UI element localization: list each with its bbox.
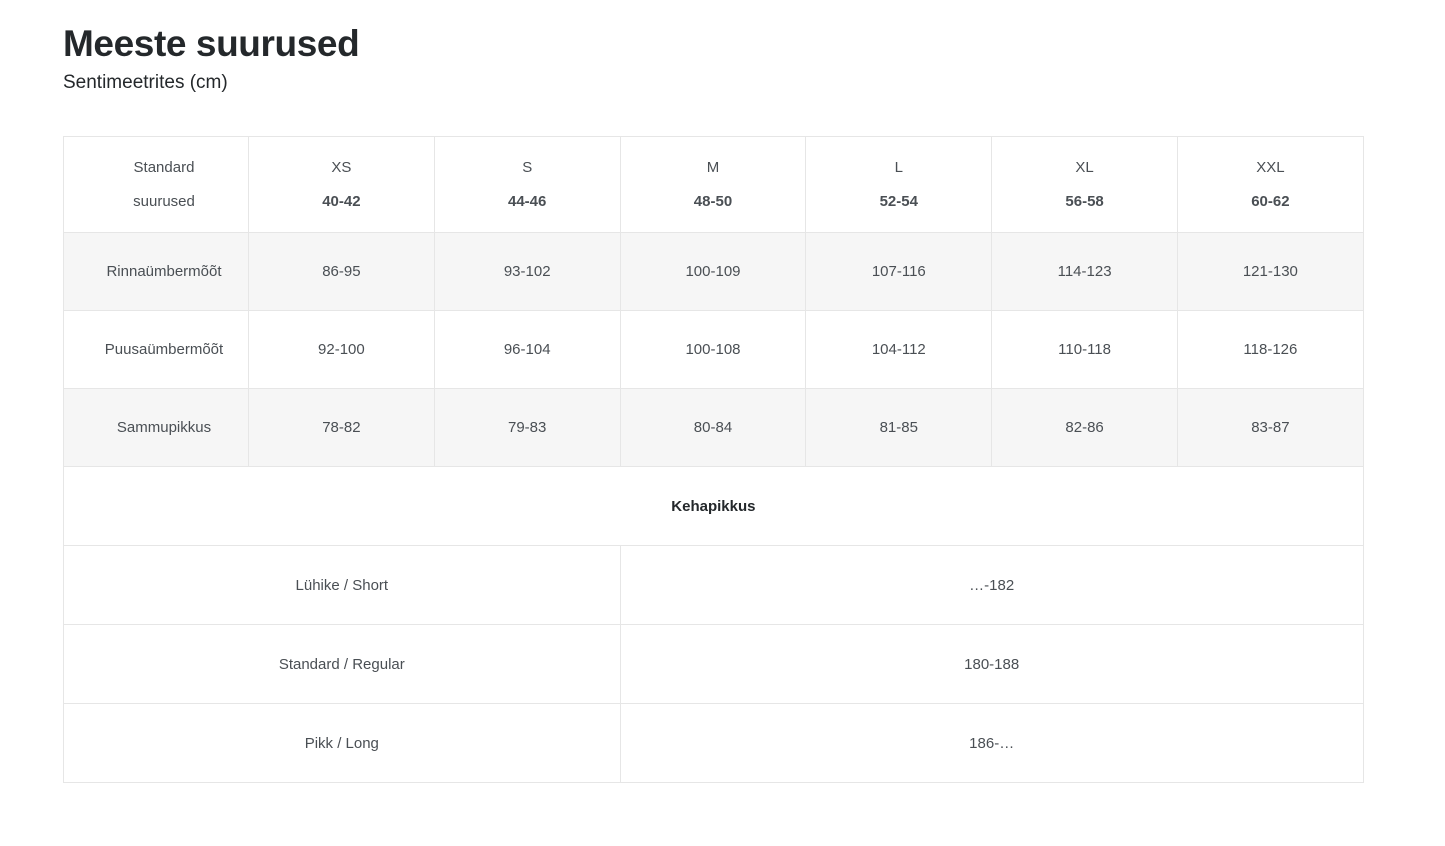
cell-hip-xs: 92-100: [248, 310, 435, 389]
size-numeric-xl: 56-58: [1065, 192, 1104, 210]
cell-inseam-xl: 82-86: [991, 388, 1178, 467]
header-cell-standard-sizes: Standard suurused: [63, 136, 249, 233]
cell-chest-l: 107-116: [805, 232, 993, 311]
size-name-xxl: XXL: [1256, 158, 1285, 176]
cell-value-short: …-182: [619, 545, 1364, 625]
row-label-hip: Puusaümbermõõt: [63, 310, 249, 389]
page-title: Meeste suurused: [63, 23, 360, 64]
cell-hip-xxl: 118-126: [1176, 310, 1364, 389]
table-row: Sammupikkus 78-82 79-83 80-84 81-85 82-8…: [63, 388, 1364, 467]
size-numeric-m: 48-50: [693, 192, 733, 210]
size-numeric-xxl: 60-62: [1251, 192, 1290, 210]
size-name-s: S: [522, 158, 533, 176]
row-label-inseam: Sammupikkus: [63, 388, 249, 467]
header-cell-size-l: L 52-54: [805, 136, 993, 233]
section-title-body-length: Kehapikkus: [63, 466, 1364, 546]
table-header-row: Standard suurused XS 40-42 S 44-46 M 48-…: [63, 136, 1364, 233]
table-row: Pikk / Long 186-…: [63, 703, 1364, 783]
header-cell-size-xxl: XXL 60-62: [1176, 136, 1364, 233]
cell-inseam-s: 79-83: [433, 388, 621, 467]
size-name-xl: XL: [1075, 158, 1094, 176]
header-cell-size-xs: XS 40-42: [248, 136, 435, 233]
header-cell-size-s: S 44-46: [433, 136, 621, 233]
size-numeric-s: 44-46: [508, 192, 547, 210]
table-row: Standard / Regular 180-188: [63, 624, 1364, 704]
cell-chest-s: 93-102: [433, 232, 621, 311]
size-chart-table: Standard suurused XS 40-42 S 44-46 M 48-…: [63, 136, 1364, 783]
cell-inseam-xxl: 83-87: [1176, 388, 1364, 467]
cell-chest-xs: 86-95: [248, 232, 435, 311]
header-cell-size-xl: XL 56-58: [991, 136, 1178, 233]
size-name-xs: XS: [331, 158, 352, 176]
header-label-line2: suurused: [133, 192, 195, 210]
header-label-line1: Standard: [133, 158, 195, 176]
size-name-l: L: [894, 158, 903, 176]
row-label-regular: Standard / Regular: [63, 624, 621, 704]
row-label-long: Pikk / Long: [63, 703, 621, 783]
cell-hip-xl: 110-118: [991, 310, 1178, 389]
section-header-row: Kehapikkus: [63, 466, 1364, 546]
cell-hip-m: 100-108: [619, 310, 807, 389]
cell-hip-l: 104-112: [805, 310, 993, 389]
page-subtitle: Sentimeetrites (cm): [63, 71, 228, 93]
cell-inseam-xs: 78-82: [248, 388, 435, 467]
cell-inseam-m: 80-84: [619, 388, 807, 467]
page-heading: Meeste suurused Sentimeetrites (cm): [63, 22, 360, 94]
size-name-m: M: [706, 158, 720, 176]
cell-chest-xxl: 121-130: [1176, 232, 1364, 311]
row-label-short: Lühike / Short: [63, 545, 621, 625]
row-label-chest: Rinnaümbermõõt: [63, 232, 249, 311]
header-cell-size-m: M 48-50: [619, 136, 807, 233]
cell-inseam-l: 81-85: [805, 388, 993, 467]
cell-hip-s: 96-104: [433, 310, 621, 389]
table-row: Puusaümbermõõt 92-100 96-104 100-108 104…: [63, 310, 1364, 389]
cell-chest-m: 100-109: [619, 232, 807, 311]
size-numeric-l: 52-54: [879, 192, 918, 210]
cell-value-regular: 180-188: [619, 624, 1364, 704]
table-row: Lühike / Short …-182: [63, 545, 1364, 625]
cell-value-long: 186-…: [619, 703, 1364, 783]
cell-chest-xl: 114-123: [991, 232, 1178, 311]
table-row: Rinnaümbermõõt 86-95 93-102 100-109 107-…: [63, 232, 1364, 311]
size-numeric-xs: 40-42: [322, 192, 361, 210]
